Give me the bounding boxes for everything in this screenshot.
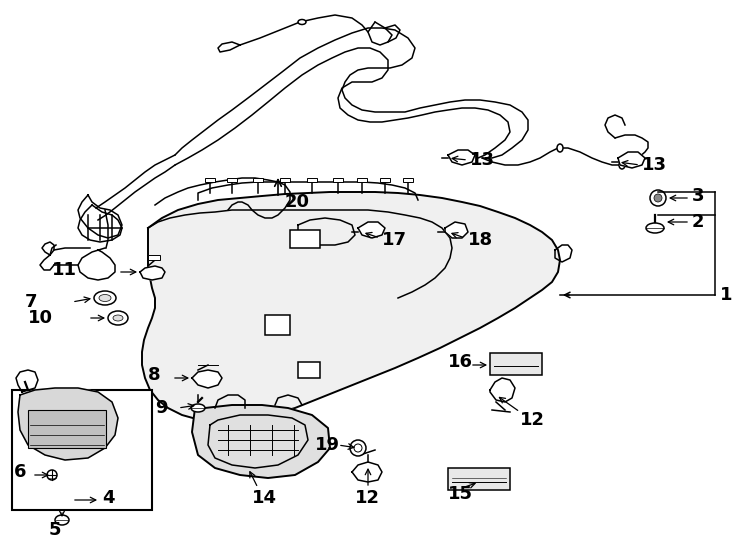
Ellipse shape	[55, 515, 69, 525]
Circle shape	[67, 495, 77, 505]
Text: 12: 12	[520, 411, 545, 429]
Text: 7: 7	[25, 293, 37, 311]
Polygon shape	[490, 378, 515, 402]
Bar	[448, 468, 510, 490]
Circle shape	[354, 444, 362, 452]
Ellipse shape	[557, 144, 563, 152]
Text: 8: 8	[148, 366, 161, 384]
Bar	[148, 255, 160, 260]
Text: 2: 2	[692, 213, 705, 231]
Text: 13: 13	[470, 151, 495, 169]
Polygon shape	[140, 266, 165, 280]
Polygon shape	[18, 388, 118, 460]
Polygon shape	[445, 222, 468, 238]
Bar	[298, 362, 320, 378]
Bar	[253, 178, 263, 182]
Circle shape	[654, 194, 662, 202]
Bar	[28, 410, 106, 448]
Polygon shape	[358, 222, 385, 238]
Bar	[403, 178, 413, 182]
Text: 15: 15	[448, 485, 473, 503]
Ellipse shape	[113, 315, 123, 321]
Polygon shape	[448, 150, 475, 165]
Text: 3: 3	[692, 187, 705, 205]
Ellipse shape	[108, 311, 128, 325]
Text: 19: 19	[315, 436, 340, 454]
Text: 14: 14	[252, 489, 277, 507]
Ellipse shape	[99, 294, 111, 301]
Bar	[12, 390, 152, 510]
Polygon shape	[192, 405, 330, 478]
Text: 4: 4	[102, 489, 115, 507]
Text: 5: 5	[48, 521, 61, 539]
Circle shape	[350, 440, 366, 456]
Polygon shape	[618, 152, 645, 168]
Bar	[205, 178, 215, 182]
Ellipse shape	[94, 291, 116, 305]
Bar	[333, 178, 343, 182]
Text: 9: 9	[155, 399, 167, 417]
Ellipse shape	[619, 161, 625, 169]
Text: 16: 16	[448, 353, 473, 371]
Text: 1: 1	[720, 286, 733, 304]
Polygon shape	[352, 462, 382, 482]
Text: 18: 18	[468, 231, 493, 249]
Polygon shape	[142, 192, 560, 422]
Circle shape	[650, 190, 666, 206]
Ellipse shape	[298, 19, 306, 24]
Bar	[380, 178, 390, 182]
Text: 20: 20	[285, 193, 310, 211]
Bar	[290, 230, 320, 248]
Bar	[357, 178, 367, 182]
Ellipse shape	[191, 404, 205, 412]
Text: 11: 11	[52, 261, 77, 279]
Circle shape	[47, 470, 57, 480]
Bar	[227, 178, 237, 182]
Bar	[307, 178, 317, 182]
Bar	[265, 315, 290, 335]
Text: 6: 6	[14, 463, 26, 481]
Bar	[490, 353, 542, 375]
Text: 13: 13	[642, 156, 667, 174]
Bar	[280, 178, 290, 182]
Text: 12: 12	[355, 489, 380, 507]
Ellipse shape	[646, 223, 664, 233]
Text: 10: 10	[28, 309, 53, 327]
Polygon shape	[192, 370, 222, 388]
Text: 17: 17	[382, 231, 407, 249]
